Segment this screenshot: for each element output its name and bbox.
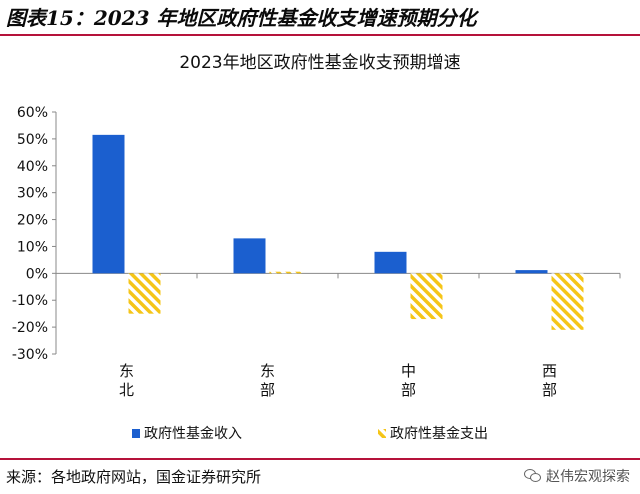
x-tick-label: 部 (542, 381, 557, 399)
watermark: 赵伟宏观探索 (524, 466, 630, 486)
bar-expense-0 (128, 273, 161, 314)
watermark-text: 赵伟宏观探索 (546, 469, 630, 485)
wechat-icon (524, 469, 542, 483)
x-tick-label: 东 (260, 362, 275, 380)
y-tick-label: -30% (12, 347, 48, 363)
chart-title: 2023年地区政府性基金收支预期增速 (179, 53, 460, 73)
x-tick-label: 中 (401, 362, 416, 380)
y-tick-label: 60% (17, 105, 48, 121)
y-tick-label: -10% (12, 293, 48, 309)
bar-expense-3 (551, 273, 584, 330)
source-note: 来源：各地政府网站，国金证券研究所 (6, 468, 262, 486)
bar-expense-1 (269, 271, 302, 274)
chart-legend: 政府性基金收入 政府性基金支出 (132, 425, 488, 442)
bar-chart: 2023年地区政府性基金收支预期增速 60% 50% 40% 30% 20% 10% 0% -… (12, 53, 621, 442)
legend-label-0: 政府性基金收入 (144, 425, 242, 442)
x-tick-label: 部 (401, 381, 416, 399)
y-tick-label: -20% (12, 320, 48, 336)
y-tick-label: 40% (17, 159, 48, 175)
bottom-rule (0, 458, 640, 460)
y-tick-label: 30% (17, 186, 48, 202)
legend-swatch-1 (378, 429, 386, 438)
x-tick-label: 东 (119, 362, 134, 380)
legend-swatch-0 (132, 429, 140, 438)
y-tick-label: 20% (17, 213, 48, 229)
bar-income-1 (233, 238, 266, 274)
bar-expense-2 (410, 273, 443, 320)
figure-title: 图表15：2023 年地区政府性基金收支增速预期分化 (6, 6, 477, 30)
y-tick-label: 0% (26, 266, 48, 282)
x-tick-label: 部 (260, 381, 275, 399)
x-tick-label: 北 (119, 381, 134, 399)
legend-label-1: 政府性基金支出 (390, 425, 488, 442)
y-tick-label: 50% (17, 132, 48, 148)
x-tick-label: 西 (542, 362, 557, 380)
y-tick-label: 10% (17, 239, 48, 255)
bar-income-3 (515, 270, 548, 274)
chart-bars (92, 134, 584, 330)
top-rule (0, 34, 640, 36)
bar-income-0 (92, 134, 125, 274)
bar-income-2 (374, 251, 407, 274)
